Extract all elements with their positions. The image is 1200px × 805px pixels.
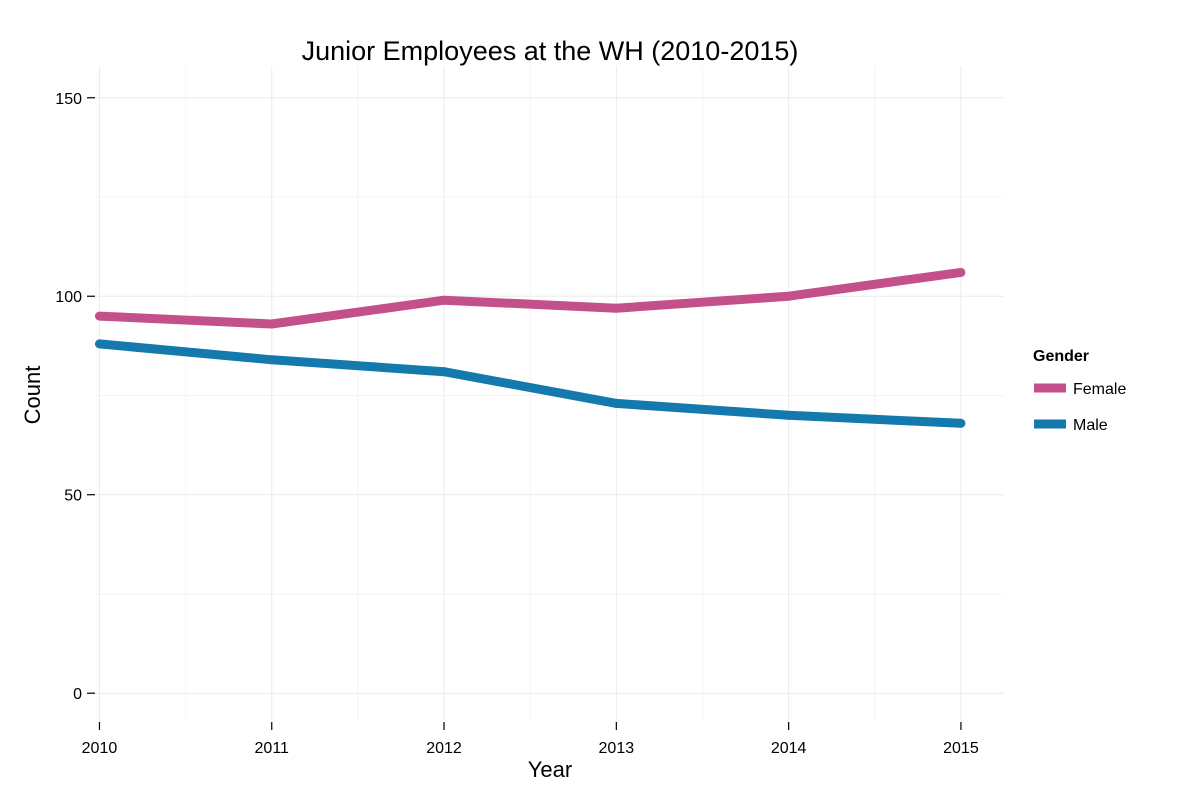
data-point-female <box>784 291 794 301</box>
x-axis: 2010 2011 2012 2013 2014 2015 <box>82 722 979 757</box>
chart-title: Junior Employees at the WH (2010-2015) <box>302 36 799 66</box>
data-point-male <box>784 410 794 420</box>
data-point-male <box>611 398 621 408</box>
data-point-male <box>956 418 966 428</box>
y-tick-label: 100 <box>55 289 82 306</box>
x-tick-label: 2012 <box>426 740 462 757</box>
data-point-male <box>267 355 277 365</box>
legend-title: Gender <box>1033 348 1089 365</box>
y-tick-label: 0 <box>73 686 82 703</box>
legend-items: Female Male <box>1034 381 1126 434</box>
gridlines <box>96 66 1004 721</box>
x-axis-title: Year <box>528 757 572 782</box>
legend: Gender Female Male <box>1033 348 1126 434</box>
series-lines <box>94 267 966 428</box>
legend-label-male: Male <box>1073 417 1108 434</box>
legend-label-female: Female <box>1073 381 1126 398</box>
data-point-male <box>94 339 104 349</box>
x-tick-label: 2014 <box>771 740 807 757</box>
x-tick-label: 2015 <box>943 740 979 757</box>
y-axis-title: Count <box>20 366 45 425</box>
series-line-male <box>98 339 962 428</box>
data-point-female <box>267 319 277 329</box>
x-tick-label: 2010 <box>82 740 118 757</box>
y-tick-label: 150 <box>55 91 82 108</box>
series-line-female <box>99 267 962 329</box>
y-tick-label: 50 <box>64 488 82 505</box>
y-axis: 0 50 100 150 <box>55 91 95 703</box>
data-point-female <box>611 303 621 313</box>
data-point-female <box>439 295 449 305</box>
data-point-male <box>439 367 449 377</box>
x-tick-label: 2013 <box>599 740 635 757</box>
data-point-female <box>956 267 966 277</box>
data-point-female <box>94 311 104 321</box>
x-tick-label: 2011 <box>255 740 290 757</box>
